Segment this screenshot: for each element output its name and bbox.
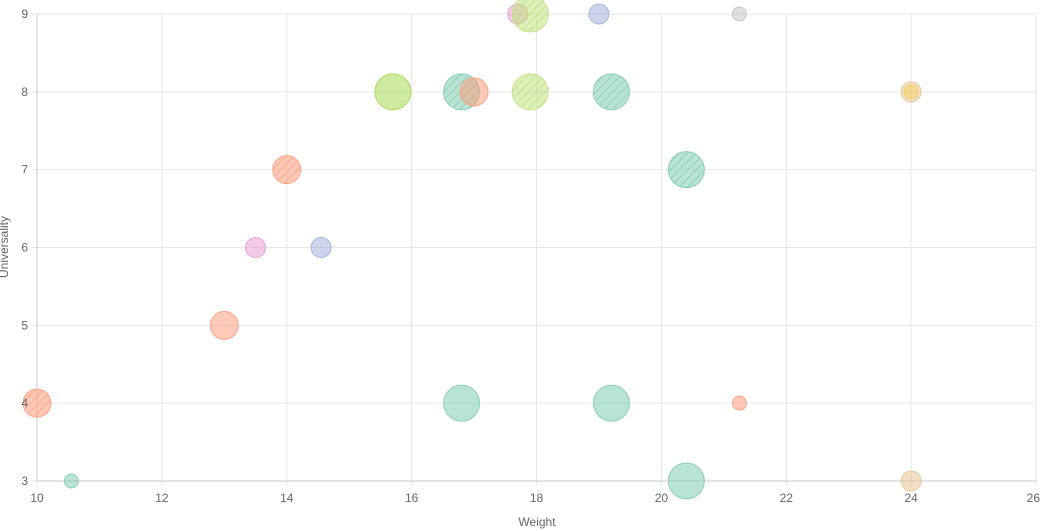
x-tick-label: 22: [780, 491, 794, 505]
bubble[interactable]: [22, 388, 52, 418]
bubble[interactable]: [667, 462, 705, 500]
bubble[interactable]: [272, 155, 302, 185]
bubble[interactable]: [443, 384, 481, 422]
bubble[interactable]: [209, 310, 239, 340]
y-tick-label: 4: [21, 396, 28, 410]
bubble[interactable]: [667, 151, 705, 189]
bubble[interactable]: [245, 237, 267, 258]
tick-labels: 10 12 14 16 18 20 22 24 26 3 4 5 6 7 8 9: [21, 7, 1040, 505]
bubble[interactable]: [592, 384, 630, 422]
bubble[interactable]: [731, 6, 747, 22]
bubble[interactable]: [310, 237, 332, 258]
bubble[interactable]: [63, 473, 79, 489]
y-tick-label: 9: [21, 7, 28, 21]
x-tick-label: 12: [155, 491, 169, 505]
bubble[interactable]: [900, 470, 922, 492]
bubble[interactable]: [592, 73, 630, 111]
x-tick-label: 24: [904, 491, 918, 505]
x-tick-label: 16: [405, 491, 419, 505]
y-tick-label: 6: [21, 241, 28, 255]
y-tick-label: 7: [21, 163, 28, 177]
y-axis-title: Universality: [0, 216, 11, 278]
x-tick-label: 18: [530, 491, 544, 505]
bubble[interactable]: [588, 3, 610, 25]
bubble[interactable]: [731, 395, 747, 411]
y-tick-label: 8: [21, 85, 28, 99]
bubble[interactable]: [374, 73, 412, 111]
x-tick-label: 26: [1027, 491, 1041, 505]
bubble[interactable]: [459, 77, 489, 107]
x-axis-title: Weight: [518, 515, 556, 529]
bubble[interactable]: [903, 84, 919, 100]
bubble[interactable]: [511, 73, 549, 111]
y-tick-label: 5: [21, 318, 28, 332]
bubble[interactable]: [511, 0, 549, 33]
x-tick-label: 10: [30, 491, 44, 505]
y-tick-label: 3: [21, 474, 28, 488]
x-tick-label: 14: [280, 491, 294, 505]
x-tick-label: 20: [655, 491, 669, 505]
bubbles: [22, 0, 922, 500]
